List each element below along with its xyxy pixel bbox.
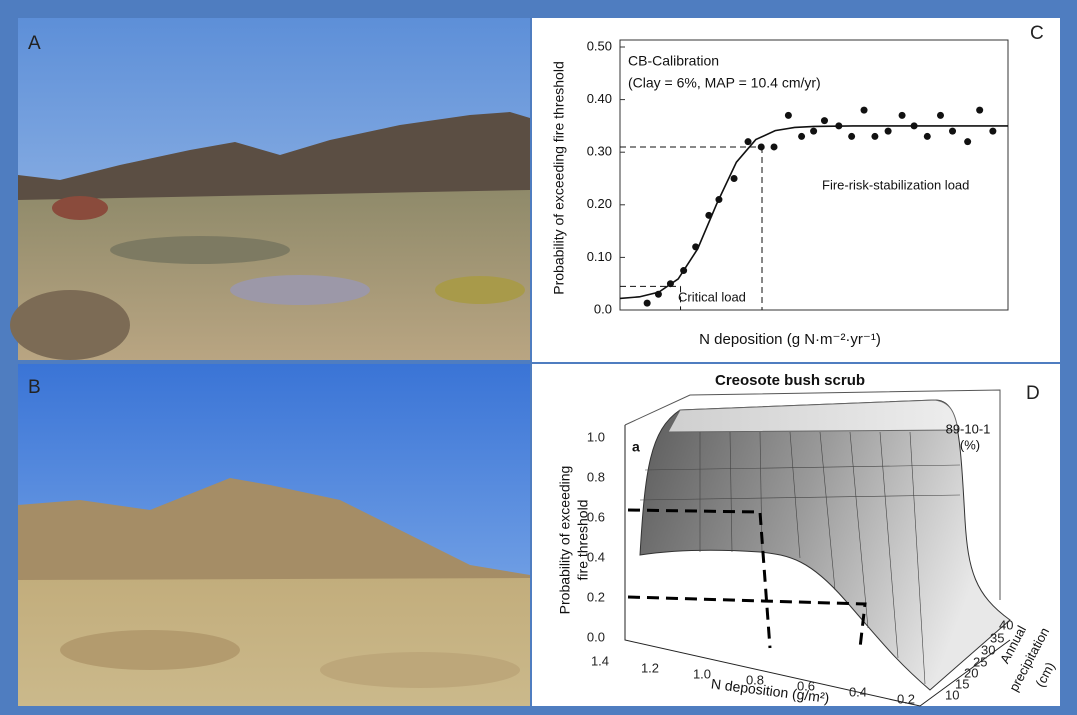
y-tick-label: 1.0: [587, 429, 605, 444]
point: [860, 106, 868, 114]
y-tick-label: 0.0: [587, 629, 605, 644]
point: [770, 143, 778, 151]
z-tick-label: 25: [973, 654, 987, 669]
x-tick-label: 0.4: [849, 684, 867, 699]
y-tick-label: 0.20: [587, 196, 612, 211]
x-axis-label: N deposition (g N·m⁻²·yr⁻¹): [699, 331, 881, 348]
point: [923, 132, 931, 140]
y-tick-label: 0.8: [587, 469, 605, 484]
legend-text: 89-10-1: [946, 421, 991, 436]
fit-line: [619, 125, 1008, 300]
z-tick-label: 30: [981, 642, 995, 657]
z-tick-label: 40: [999, 617, 1013, 632]
photo-b: [18, 364, 530, 706]
x-tick-label: 0.2: [897, 691, 915, 706]
x-tick-label: 0.8: [746, 672, 764, 687]
subpanel-label: a: [632, 439, 640, 455]
point: [884, 127, 892, 135]
annotation: Fire-risk-stabilization load: [822, 177, 969, 192]
y-tick-label: 0.2: [587, 589, 605, 604]
legend-text: (%): [960, 437, 980, 452]
point: [744, 138, 752, 146]
plot-frame: [619, 39, 1009, 311]
x-tick-label: 1.2: [641, 660, 659, 675]
y-tick-label: 0.6: [587, 509, 605, 524]
surface-plot: [624, 389, 1011, 707]
y-tick-label: 0.50: [587, 38, 612, 53]
point: [989, 127, 997, 135]
x-tick-label: 0.6: [797, 678, 815, 693]
point: [810, 127, 818, 135]
x-tick-label: 1.4: [591, 653, 609, 668]
panel-label: A: [28, 33, 41, 54]
y-tick-label: 0.30: [587, 144, 612, 159]
point: [936, 111, 944, 119]
z-tick-label: 10: [945, 687, 959, 702]
panel-title: Creosote bush scrub: [715, 372, 865, 389]
z-tick-label: 20: [964, 665, 978, 680]
panel-label: B: [28, 377, 41, 398]
x-tick-label: 1.0: [693, 666, 711, 681]
y-tick-label: 0.40: [587, 91, 612, 106]
point: [871, 132, 879, 140]
point: [757, 143, 765, 151]
panel-label: D: [1026, 383, 1040, 404]
point: [820, 117, 828, 125]
y-axis-label: fire threshold: [575, 500, 591, 581]
y-tick-label: 0.4: [587, 549, 605, 564]
point: [976, 106, 984, 114]
annotation: Critical load: [678, 289, 746, 304]
z-tick-label: 15: [955, 676, 969, 691]
z-tick-label: 35: [990, 630, 1004, 645]
panel-label: C: [1030, 23, 1044, 44]
y-tick-label: 0.0: [594, 301, 612, 316]
point: [898, 111, 906, 119]
photo-a: [10, 18, 530, 360]
y-axis-label: Probability of exceeding: [557, 466, 573, 615]
point: [964, 138, 972, 146]
point: [643, 299, 651, 307]
point: [949, 127, 957, 135]
point: [730, 175, 738, 182]
point: [848, 132, 856, 140]
point: [798, 132, 806, 140]
y-tick-label: 0.10: [587, 249, 612, 264]
point: [784, 111, 792, 119]
chart-title: CB-Calibration: [628, 53, 719, 69]
y-axis-label: Probability of exceeding fire threshold: [551, 61, 567, 294]
chart-subtitle: (Clay = 6%, MAP = 10.4 cm/yr): [628, 75, 821, 91]
